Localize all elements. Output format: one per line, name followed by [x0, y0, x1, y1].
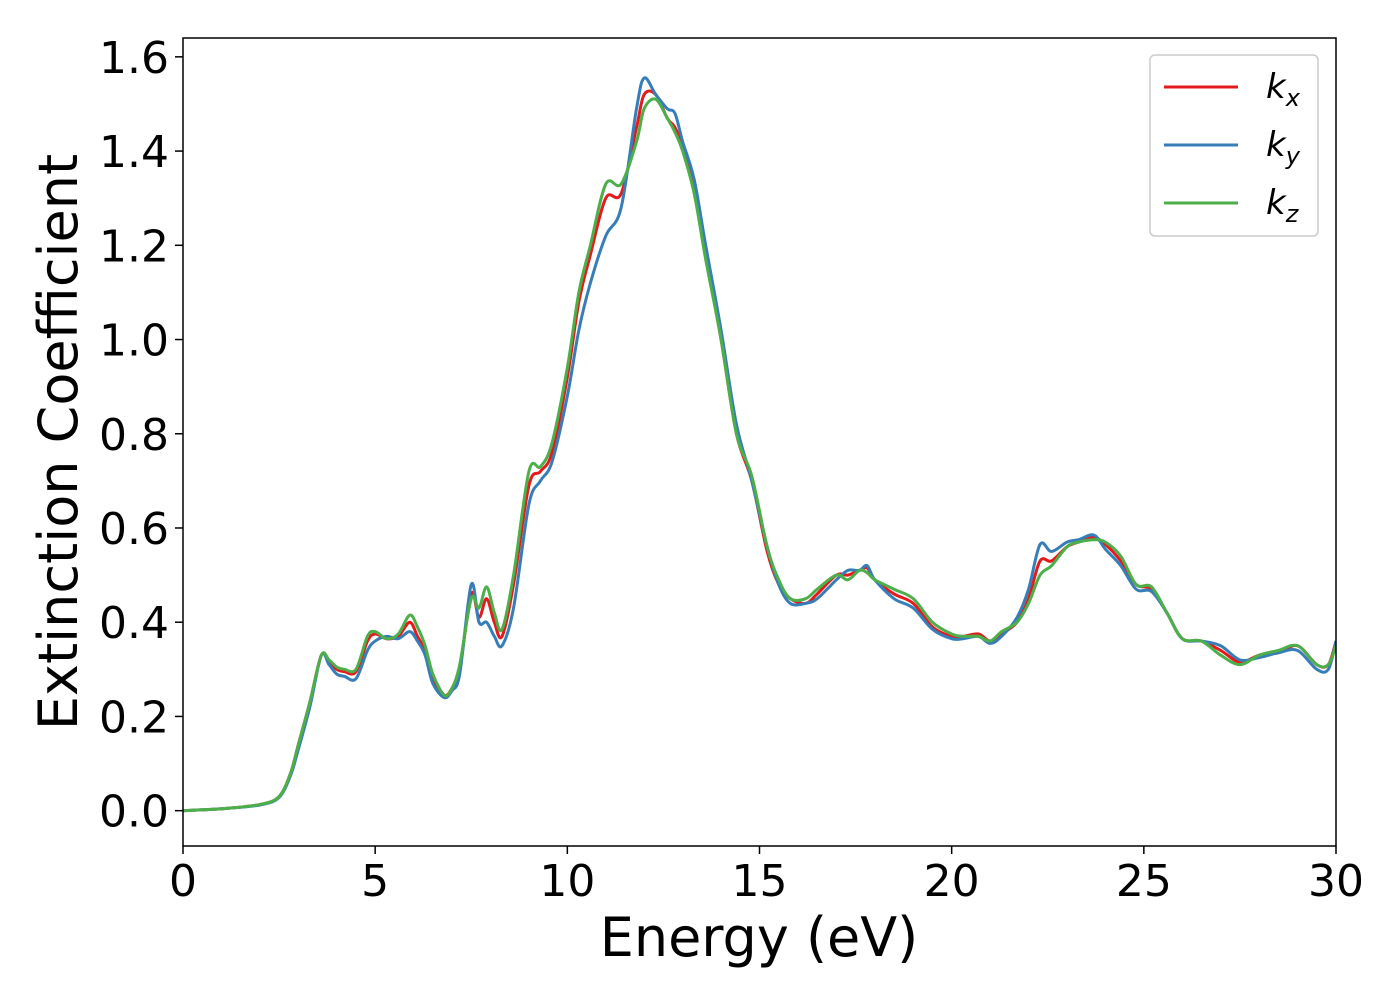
x-tick-label: 20	[924, 856, 980, 907]
legend: kx ky kz	[1149, 54, 1319, 237]
x-tick-label: 0	[169, 856, 197, 907]
series-layer	[183, 76, 1336, 813]
x-axis-title: Energy (eV)	[600, 906, 919, 969]
y-tick-label: 0.6	[99, 504, 169, 555]
legend-label-kz-main: k	[1266, 183, 1287, 223]
y-axis-title: Extinction Coefficient	[27, 154, 90, 730]
legend-label-ky-sub: y	[1285, 142, 1301, 170]
y-tick-label: 0.8	[99, 410, 169, 461]
x-tick-label: 10	[539, 856, 595, 907]
legend-label-ky-main: k	[1266, 125, 1287, 165]
x-tick-label: 5	[361, 856, 389, 907]
legend-label-kx-main: k	[1266, 67, 1287, 107]
y-tick-label: 1.0	[99, 316, 169, 367]
series-line-kz	[183, 97, 1336, 813]
legend-label-kz: kz	[1266, 183, 1300, 228]
y-tick-label: 0.2	[99, 692, 169, 743]
x-tick-label: 30	[1308, 856, 1364, 907]
series-line-ky	[183, 76, 1336, 813]
y-tick-label: 1.4	[99, 127, 169, 178]
legend-label-kx: kx	[1266, 67, 1301, 112]
y-tick-label: 0.0	[99, 787, 169, 838]
y-axis: 0.0 0.2 0.4 0.6 0.8 1.0 1.2 1.4 1.6	[99, 33, 183, 838]
legend-label-kz-sub: z	[1285, 200, 1300, 228]
y-tick-label: 1.2	[99, 221, 169, 272]
x-tick-label: 25	[1116, 856, 1172, 907]
legend-label-ky: ky	[1266, 125, 1301, 170]
x-tick-label: 15	[732, 856, 788, 907]
plot-background	[183, 38, 1336, 846]
legend-label-kx-sub: x	[1285, 84, 1301, 112]
y-tick-label: 1.6	[99, 33, 169, 84]
y-tick-label: 0.4	[99, 598, 169, 649]
x-axis: 0 5 10 15 20 25 30	[169, 846, 1364, 907]
